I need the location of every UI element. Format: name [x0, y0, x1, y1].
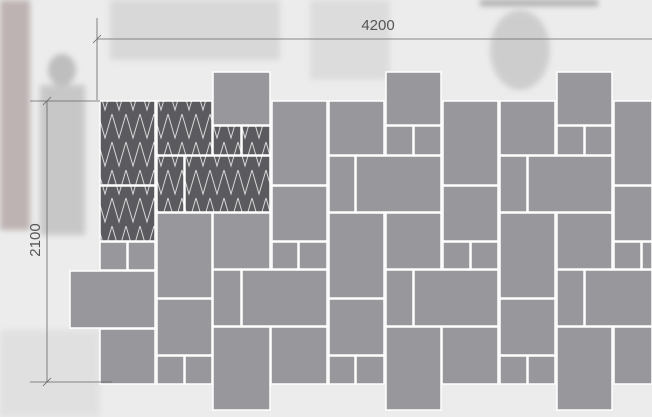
- tile: [499, 212, 556, 299]
- tile: [328, 100, 385, 156]
- tile: [556, 326, 613, 411]
- tile: [271, 241, 299, 270]
- tile: [241, 269, 328, 327]
- tile: [527, 355, 556, 385]
- tile: [212, 269, 242, 327]
- tile: [156, 355, 185, 385]
- tile: [584, 269, 652, 327]
- tile: [385, 71, 442, 126]
- tile: [156, 298, 213, 356]
- tile: [212, 326, 271, 411]
- tile: [442, 241, 471, 270]
- tile: [613, 185, 652, 242]
- tile: [298, 241, 328, 270]
- tile: [328, 298, 385, 356]
- tile: [271, 185, 328, 242]
- tile: [127, 241, 156, 271]
- tile: [499, 155, 528, 213]
- tile: [499, 298, 556, 356]
- tile: [584, 125, 613, 156]
- tile: [385, 212, 442, 270]
- tile-dark: [99, 100, 156, 186]
- tile: [355, 155, 442, 213]
- tile-dark: [212, 125, 242, 156]
- tile: [442, 100, 499, 186]
- tile-dark: [156, 100, 213, 156]
- tile: [556, 212, 613, 270]
- tile: [212, 212, 271, 270]
- tile: [413, 125, 442, 156]
- tile: [385, 269, 414, 327]
- tile: [270, 326, 328, 385]
- tile: [556, 71, 613, 126]
- tile-dark: [184, 155, 271, 213]
- tile: [385, 125, 414, 156]
- tile: [556, 269, 585, 327]
- tile: [156, 212, 213, 299]
- tile: [470, 241, 499, 270]
- tile: [499, 355, 528, 385]
- tile: [385, 326, 442, 411]
- tile: [556, 125, 585, 156]
- tile: [99, 328, 156, 385]
- tile: [442, 185, 499, 242]
- tile-dark: [156, 155, 185, 213]
- tile: [527, 155, 613, 213]
- dimension-lines: [30, 18, 652, 387]
- width-dimension: 4200: [361, 17, 394, 34]
- tile: [328, 212, 385, 299]
- tile: [641, 241, 652, 270]
- tile: [212, 71, 271, 126]
- tile: [271, 100, 328, 186]
- tile: [69, 270, 156, 329]
- tile: [441, 326, 499, 385]
- tile: [613, 326, 652, 385]
- tile-dark: [99, 185, 156, 242]
- tile: [613, 100, 652, 186]
- tile: [184, 355, 213, 385]
- tile: [328, 355, 356, 385]
- tile-grid: [69, 71, 652, 411]
- tile: [328, 155, 356, 213]
- tile: [613, 241, 642, 270]
- tile-dark: [241, 125, 271, 156]
- tile: [499, 100, 556, 156]
- tile: [355, 355, 385, 385]
- height-dimension: 2100: [27, 223, 44, 256]
- tile: [413, 269, 499, 327]
- tile: [99, 241, 128, 271]
